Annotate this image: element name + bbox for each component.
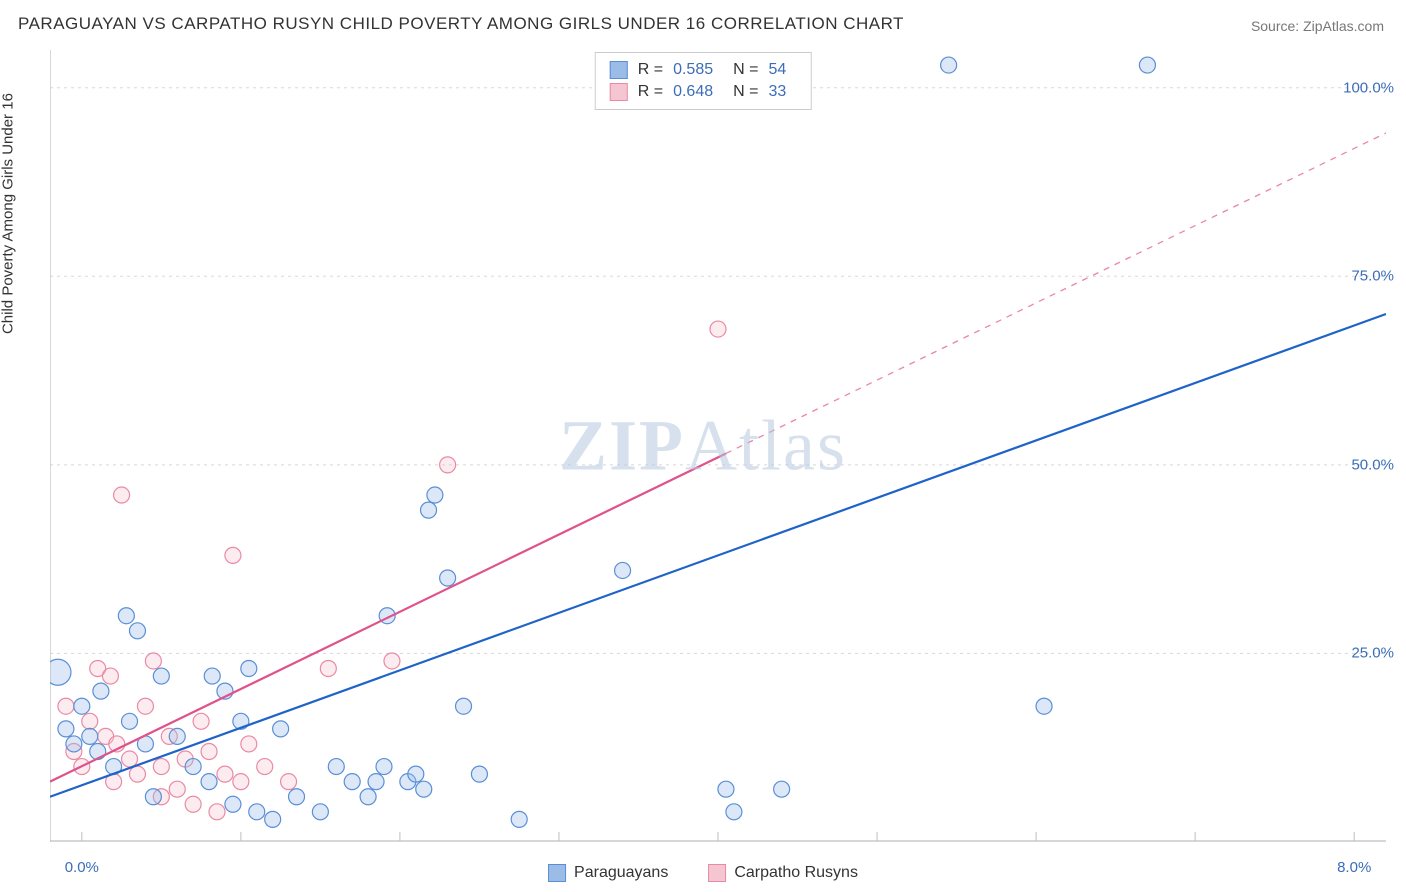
y-axis-label: Child Poverty Among Girls Under 16	[0, 93, 17, 334]
source-value: ZipAtlas.com	[1303, 18, 1384, 34]
legend-item-1: Paraguayans	[548, 864, 668, 882]
swatch-series-1	[610, 61, 628, 79]
chart-svg	[50, 50, 1386, 842]
swatch-series-2	[610, 83, 628, 101]
n-value-2: 33	[768, 83, 786, 101]
source-attribution: Source: ZipAtlas.com	[1251, 18, 1384, 34]
plot-area	[50, 50, 1386, 842]
stats-legend: R = 0.585 N = 54 R = 0.648 N = 33	[595, 52, 812, 110]
bottom-legend: Paraguayans Carpatho Rusyns	[548, 864, 858, 882]
y-tick-label: 25.0%	[1351, 645, 1394, 662]
swatch-series-1	[548, 864, 566, 882]
legend-label-1: Paraguayans	[574, 864, 668, 882]
chart-title: PARAGUAYAN VS CARPATHO RUSYN CHILD POVER…	[18, 14, 904, 34]
x-tick-label: 0.0%	[65, 859, 99, 876]
r-value-2: 0.648	[673, 83, 713, 101]
legend-label-2: Carpatho Rusyns	[734, 864, 858, 882]
y-tick-label: 50.0%	[1351, 456, 1394, 473]
r-label: R =	[638, 61, 663, 79]
stats-row-1: R = 0.585 N = 54	[610, 59, 797, 81]
legend-item-2: Carpatho Rusyns	[708, 864, 858, 882]
source-label: Source:	[1251, 18, 1303, 34]
n-label: N =	[733, 83, 758, 101]
n-value-1: 54	[768, 61, 786, 79]
y-tick-label: 100.0%	[1343, 79, 1394, 96]
x-tick-label: 8.0%	[1337, 859, 1371, 876]
stats-row-2: R = 0.648 N = 33	[610, 81, 797, 103]
y-tick-label: 75.0%	[1351, 268, 1394, 285]
swatch-series-2	[708, 864, 726, 882]
r-value-1: 0.585	[673, 61, 713, 79]
n-label: N =	[733, 61, 758, 79]
r-label: R =	[638, 83, 663, 101]
